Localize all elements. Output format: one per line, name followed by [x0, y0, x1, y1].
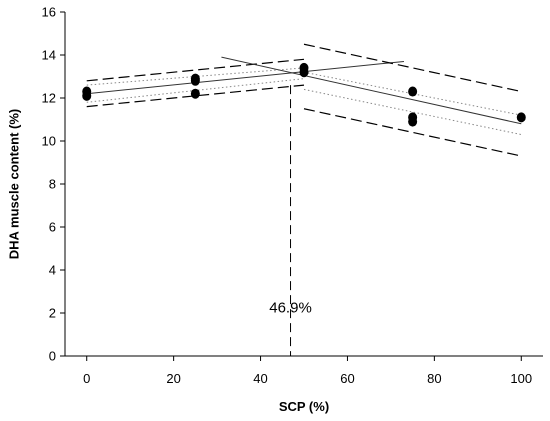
y-tick-label: 6: [49, 220, 56, 235]
left-pi-upper-line: [86, 58, 305, 82]
x-axis-title: SCP (%): [279, 399, 329, 414]
right-ci-upper-line: [303, 71, 522, 116]
x-tick-label: 60: [340, 371, 354, 386]
data-point: [516, 112, 526, 123]
data-point: [190, 88, 200, 99]
y-tick-label: 4: [49, 263, 56, 278]
regression-lines: [86, 43, 522, 157]
x-tick-label: 0: [83, 371, 90, 386]
left-fit-line: [86, 60, 404, 95]
data-point: [408, 116, 418, 127]
y-tick-label: 12: [42, 91, 56, 106]
data-point: [190, 75, 200, 86]
y-tick-label: 10: [42, 134, 56, 149]
breakpoint-label: 46.9%: [269, 299, 312, 316]
x-tick-label: 20: [166, 371, 180, 386]
x-ticks: 0 20 40 60 80 100: [83, 356, 532, 386]
right-pi-upper-line: [303, 43, 522, 93]
y-tick-label: 0: [49, 349, 56, 364]
y-tick-label: 16: [42, 5, 56, 20]
x-tick-label: 80: [427, 371, 441, 386]
right-pi-lower-line: [303, 108, 522, 157]
y-tick-label: 14: [42, 48, 56, 63]
y-tick-label: 8: [49, 177, 56, 192]
y-tick-label: 2: [49, 306, 56, 321]
x-tick-label: 40: [253, 371, 267, 386]
y-axis-title: DHA muscle content (%): [6, 109, 21, 259]
y-ticks: 0 2 4 6 8 10 12 14 16: [42, 5, 65, 364]
x-tick-label: 100: [510, 371, 532, 386]
right-fit-line: [221, 56, 522, 125]
right-ci-lower-line: [303, 88, 522, 136]
left-pi-lower-line: [86, 84, 305, 108]
data-point: [299, 67, 309, 78]
data-point: [82, 90, 92, 101]
data-point: [408, 86, 418, 97]
data-points: [82, 62, 526, 127]
